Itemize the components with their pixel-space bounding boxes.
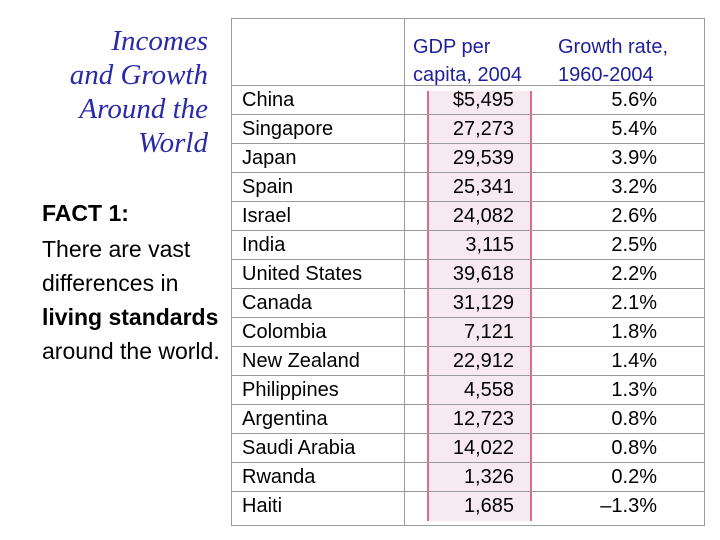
- country-cell: Saudi Arabia: [242, 437, 356, 459]
- growth-rate-cell: 0.8%: [611, 437, 657, 459]
- gdp-cell: 12,723: [452, 408, 514, 430]
- slide-title: Incomes and Growth Around the World: [18, 24, 208, 160]
- gdp-cell: 39,618: [452, 263, 514, 285]
- header-growth-line: 1960-2004: [558, 64, 654, 86]
- growth-rate-cell: 1.4%: [611, 350, 657, 372]
- table-row: Argentina 12,723 0.8%: [232, 404, 704, 434]
- growth-rate-cell: 0.2%: [611, 466, 657, 488]
- gdp-cell: 22,912: [452, 350, 514, 372]
- gdp-cell: 29,539: [452, 147, 514, 169]
- country-cell: China: [242, 89, 295, 111]
- table-row: Rwanda 1,326 0.2%: [232, 462, 704, 492]
- title-line: and Growth: [69, 59, 208, 91]
- table-row: Canada 31,129 2.1%: [232, 288, 704, 318]
- growth-rate-cell: –1.3%: [600, 495, 657, 517]
- gdp-cell: 27,273: [452, 118, 514, 140]
- fact-body-post: around the world.: [42, 338, 220, 364]
- gdp-cell: 14,022: [452, 437, 514, 459]
- header-growth-line: Growth rate,: [558, 36, 669, 58]
- gdp-cell: 25,341: [452, 176, 514, 198]
- title-line: Around the: [79, 93, 208, 125]
- country-cell: Singapore: [242, 118, 334, 140]
- country-cell: Spain: [242, 176, 294, 198]
- growth-rate-cell: 2.2%: [611, 263, 657, 285]
- table-row: Colombia 7,121 1.8%: [232, 317, 704, 347]
- table-row: New Zealand 22,912 1.4%: [232, 346, 704, 376]
- country-cell: United States: [242, 263, 363, 285]
- country-cell: Canada: [242, 292, 313, 314]
- growth-rate-cell: 2.1%: [611, 292, 657, 314]
- growth-rate-cell: 3.2%: [611, 176, 657, 198]
- title-line: World: [138, 127, 208, 159]
- country-cell: Argentina: [242, 408, 328, 430]
- gdp-cell: 4,558: [463, 379, 514, 401]
- table-row: China $5,495 5.6%: [232, 85, 704, 115]
- country-cell: Israel: [242, 205, 291, 227]
- country-cell: Rwanda: [242, 466, 316, 488]
- header-growth: Growth rate, 1960-2004: [558, 33, 668, 89]
- growth-rate-cell: 1.3%: [611, 379, 657, 401]
- fact-heading: FACT 1:: [42, 200, 129, 226]
- growth-rate-cell: 0.8%: [611, 408, 657, 430]
- gdp-cell: 3,115: [465, 234, 514, 256]
- table-row: Israel 24,082 2.6%: [232, 201, 704, 231]
- table-row: India 3,115 2.5%: [232, 230, 704, 260]
- data-table: GDP per capita, 2004 Growth rate, 1960-2…: [231, 18, 705, 526]
- gdp-cell: 24,082: [452, 205, 514, 227]
- country-cell: Colombia: [242, 321, 327, 343]
- table-row: Japan 29,539 3.9%: [232, 143, 704, 173]
- header-gdp: GDP per capita, 2004: [413, 33, 522, 89]
- fact-body: There are vast differences in living sta…: [42, 232, 227, 368]
- fact-text: FACT 1: There are vast differences in li…: [42, 196, 227, 368]
- gdp-cell: $5,495: [452, 89, 514, 111]
- column-divider: [404, 19, 405, 525]
- country-cell: India: [242, 234, 286, 256]
- growth-rate-cell: 5.4%: [611, 118, 657, 140]
- growth-rate-cell: 5.6%: [611, 89, 657, 111]
- gdp-cell: 31,129: [452, 292, 514, 314]
- growth-rate-cell: 1.8%: [611, 321, 657, 343]
- fact-body-bold: living standards: [42, 304, 219, 330]
- header-gdp-line: GDP per: [413, 36, 491, 58]
- country-cell: Philippines: [242, 379, 339, 401]
- gdp-cell: 1,326: [463, 466, 514, 488]
- table-row: Saudi Arabia 14,022 0.8%: [232, 433, 704, 463]
- growth-rate-cell: 2.6%: [611, 205, 657, 227]
- table-row: Spain 25,341 3.2%: [232, 172, 704, 202]
- title-line: Incomes: [111, 25, 208, 57]
- growth-rate-cell: 2.5%: [611, 234, 657, 256]
- table-row: Philippines 4,558 1.3%: [232, 375, 704, 405]
- country-cell: Haiti: [242, 495, 283, 517]
- table-row: United States 39,618 2.2%: [232, 259, 704, 289]
- table-row: Haiti 1,685 –1.3%: [232, 491, 704, 521]
- country-cell: Japan: [242, 147, 297, 169]
- growth-rate-cell: 3.9%: [611, 147, 657, 169]
- table-row: Singapore 27,273 5.4%: [232, 114, 704, 144]
- gdp-cell: 7,121: [463, 321, 514, 343]
- gdp-column-highlight: [427, 91, 532, 521]
- fact-body-pre: There are vast differences in: [42, 236, 191, 296]
- country-cell: New Zealand: [242, 350, 360, 372]
- gdp-cell: 1,685: [463, 495, 514, 517]
- header-gdp-line: capita, 2004: [413, 64, 522, 86]
